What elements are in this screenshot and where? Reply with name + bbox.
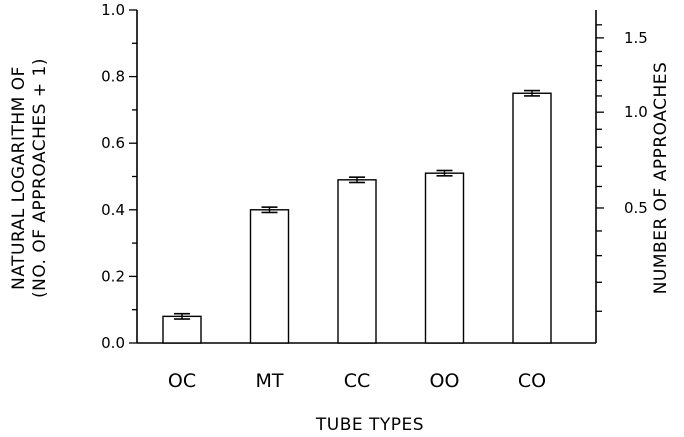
right-tick-label: 0.5 xyxy=(624,199,648,217)
x-axis-title: TUBE TYPES xyxy=(315,415,424,435)
category-label-cc: CC xyxy=(344,370,371,392)
category-label-oc: OC xyxy=(168,370,196,392)
y2-axis-title: NUMBER OF APPROACHES xyxy=(651,62,671,295)
bar-oo xyxy=(424,172,465,344)
left-tick-label: 0.8 xyxy=(101,68,125,86)
category-label-mt: MT xyxy=(256,370,284,392)
bar-co xyxy=(512,92,552,344)
axis-titles: NATURAL LOGARITHM OF (NO. OF APPROACHES … xyxy=(9,58,671,435)
left-y-axis: 0.0 0.2 0.4 0.6 0.8 1.0 xyxy=(101,1,138,352)
right-tick-label: 1.0 xyxy=(624,103,648,121)
bar-cc xyxy=(337,179,377,344)
left-tick-label: 0.4 xyxy=(101,201,125,219)
bar-oc xyxy=(162,315,202,344)
bars xyxy=(162,89,552,344)
y-axis-title-line2: (NO. OF APPROACHES + 1) xyxy=(30,58,50,298)
bar-mt xyxy=(249,209,290,344)
category-label-oo: OO xyxy=(430,370,460,392)
category-label-co: CO xyxy=(518,370,546,392)
y-axis-title-line1: NATURAL LOGARITHM OF xyxy=(9,66,29,290)
left-tick-label: 0.6 xyxy=(101,134,125,152)
left-tick-label: 0.2 xyxy=(101,267,125,285)
right-tick-label: 1.5 xyxy=(624,29,648,47)
x-axis: OC MT CC OO CO xyxy=(137,342,596,392)
left-tick-label: 0.0 xyxy=(101,334,125,352)
right-y-axis: 0.5 1.0 1.5 xyxy=(595,10,648,343)
left-tick-label: 1.0 xyxy=(101,1,125,19)
